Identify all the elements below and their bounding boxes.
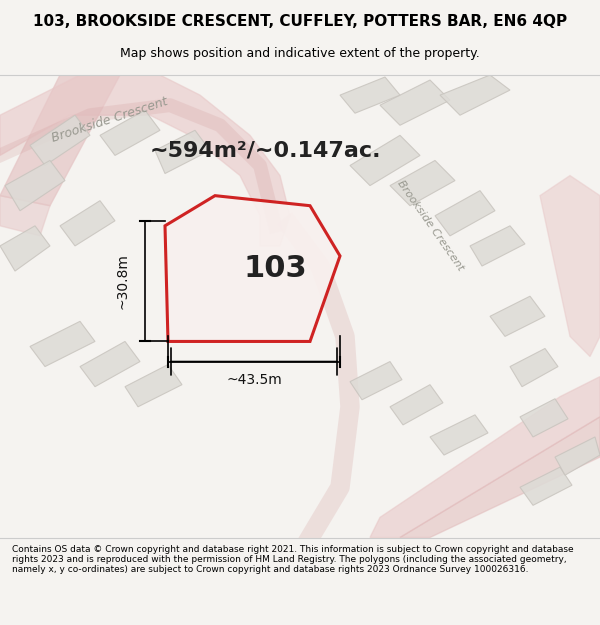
Polygon shape [0,196,50,236]
Polygon shape [0,226,50,271]
Polygon shape [125,364,182,407]
Polygon shape [470,226,525,266]
Polygon shape [155,130,210,174]
Polygon shape [520,399,568,437]
Polygon shape [350,136,420,186]
Polygon shape [520,467,572,506]
Polygon shape [5,161,65,211]
Text: 103, BROOKSIDE CRESCENT, CUFFLEY, POTTERS BAR, EN6 4QP: 103, BROOKSIDE CRESCENT, CUFFLEY, POTTER… [33,14,567,29]
Text: Brookside Crescent: Brookside Crescent [395,179,465,273]
Polygon shape [30,115,90,166]
Text: ~594m²/~0.147ac.: ~594m²/~0.147ac. [149,141,381,161]
Polygon shape [370,377,600,538]
Text: Contains OS data © Crown copyright and database right 2021. This information is : Contains OS data © Crown copyright and d… [12,544,574,574]
Polygon shape [340,77,400,113]
Text: Map shows position and indicative extent of the property.: Map shows position and indicative extent… [120,48,480,61]
Polygon shape [435,191,495,236]
Polygon shape [30,321,95,367]
Polygon shape [60,201,115,246]
Polygon shape [80,341,140,387]
Text: Brookside Crescent: Brookside Crescent [50,95,170,145]
Polygon shape [165,196,340,341]
Text: 103: 103 [243,254,307,282]
Polygon shape [390,161,455,206]
Polygon shape [555,437,600,475]
Polygon shape [0,75,290,246]
Polygon shape [490,296,545,336]
Polygon shape [510,349,558,387]
Polygon shape [430,415,488,455]
Polygon shape [390,384,443,425]
Polygon shape [0,75,120,206]
Text: ~43.5m: ~43.5m [226,372,282,387]
Polygon shape [400,417,600,538]
Polygon shape [380,80,450,125]
Polygon shape [440,75,510,115]
Polygon shape [350,361,402,400]
Text: ~30.8m: ~30.8m [116,253,130,309]
Polygon shape [100,110,160,156]
Polygon shape [540,176,600,356]
